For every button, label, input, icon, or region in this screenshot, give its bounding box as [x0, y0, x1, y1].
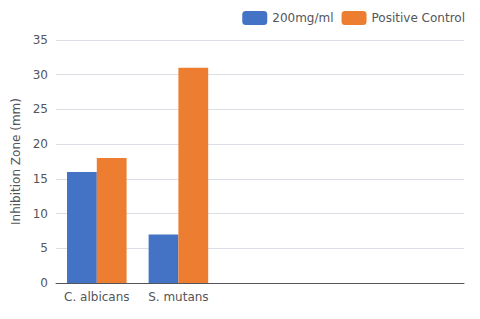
- svg-text:35: 35: [33, 33, 48, 47]
- svg-text:20: 20: [33, 137, 48, 151]
- svg-text:0: 0: [40, 276, 48, 290]
- svg-text:15: 15: [33, 172, 48, 186]
- svg-text:30: 30: [33, 68, 48, 82]
- svg-text:C. albicans: C. albicans: [64, 290, 129, 304]
- svg-text:10: 10: [33, 207, 48, 221]
- svg-text:S. mutans: S. mutans: [148, 290, 208, 304]
- svg-text:5: 5: [40, 241, 48, 255]
- svg-text:200mg/ml: 200mg/ml: [272, 11, 333, 25]
- svg-text:Positive Control: Positive Control: [372, 11, 465, 25]
- svg-text:Inhibition Zone (mm): Inhibition Zone (mm): [9, 98, 23, 225]
- svg-text:25: 25: [33, 102, 48, 116]
